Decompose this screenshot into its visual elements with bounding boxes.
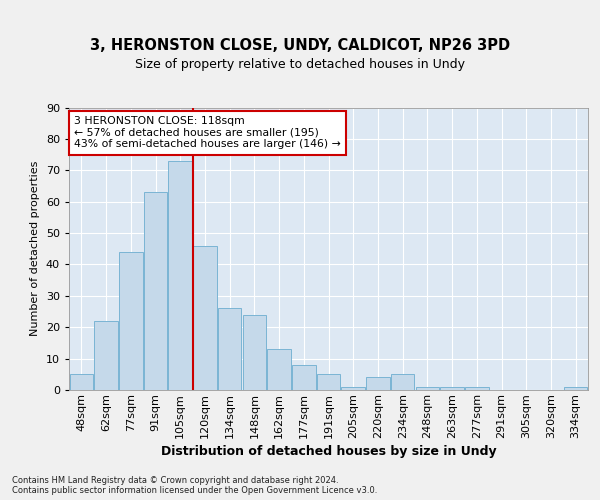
Bar: [144, 192, 167, 390]
Text: Size of property relative to detached houses in Undy: Size of property relative to detached ho…: [135, 58, 465, 71]
Bar: [242, 314, 266, 390]
Y-axis label: Number of detached properties: Number of detached properties: [30, 161, 40, 336]
Bar: [391, 374, 415, 390]
Text: Contains HM Land Registry data © Crown copyright and database right 2024.
Contai: Contains HM Land Registry data © Crown c…: [12, 476, 377, 495]
Text: 3, HERONSTON CLOSE, UNDY, CALDICOT, NP26 3PD: 3, HERONSTON CLOSE, UNDY, CALDICOT, NP26…: [90, 38, 510, 52]
Bar: [119, 252, 143, 390]
Bar: [416, 387, 439, 390]
Bar: [218, 308, 241, 390]
Bar: [70, 374, 93, 390]
Bar: [564, 387, 587, 390]
Text: 3 HERONSTON CLOSE: 118sqm
← 57% of detached houses are smaller (195)
43% of semi: 3 HERONSTON CLOSE: 118sqm ← 57% of detac…: [74, 116, 341, 149]
Bar: [268, 349, 291, 390]
Bar: [465, 387, 488, 390]
Bar: [193, 246, 217, 390]
Bar: [366, 378, 389, 390]
X-axis label: Distribution of detached houses by size in Undy: Distribution of detached houses by size …: [161, 445, 496, 458]
Bar: [169, 161, 192, 390]
Bar: [440, 387, 464, 390]
Bar: [341, 387, 365, 390]
Bar: [94, 321, 118, 390]
Bar: [292, 365, 316, 390]
Bar: [317, 374, 340, 390]
